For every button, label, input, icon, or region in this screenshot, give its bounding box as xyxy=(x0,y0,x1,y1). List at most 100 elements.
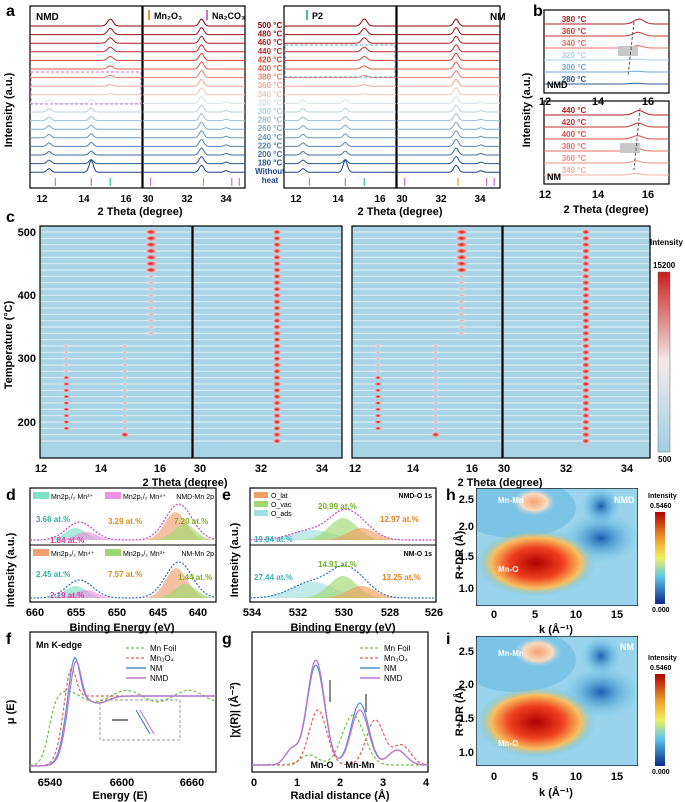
c-spot-nm-high-350 xyxy=(580,323,591,331)
c-spot-nmd-high-180 xyxy=(271,431,282,439)
e-legend-ovac-swatch xyxy=(254,501,268,507)
c-spot-nmd-high-430 xyxy=(271,272,282,280)
d-top-val-4: 1.84 at.% xyxy=(50,536,84,545)
b-tick-top-16: 16 xyxy=(642,96,654,108)
panel-letter-h: h xyxy=(446,487,456,504)
a-temp-label-14: 220 °C xyxy=(258,141,283,150)
c-spot-nmd-high-300 xyxy=(271,355,282,363)
a-tick-14: 14 xyxy=(78,194,90,205)
a-tick-16b: 16 xyxy=(374,194,386,205)
panel-b-bottom-frame xyxy=(543,100,670,185)
c-spot-nm-high-210 xyxy=(580,412,591,420)
a-curve-nm-low-10 xyxy=(284,107,396,113)
d-tick-655: 655 xyxy=(67,607,85,619)
c-spot-nm-low-350 xyxy=(455,324,468,330)
c-spotB-nm-low-220 xyxy=(431,406,440,412)
e-top-lat xyxy=(250,528,436,540)
g-legend-nm: NM xyxy=(384,664,397,673)
c-spot-nmd-low-440 xyxy=(144,266,159,274)
a-curve-nm-high-9 xyxy=(397,95,500,104)
panel-c-xlabel-right: 2 Theta (degree) xyxy=(458,477,543,489)
c-spotA-nmd-low-310 xyxy=(62,349,71,355)
f-inset-line-nm xyxy=(135,709,151,735)
c-spot-nm-high-490 xyxy=(580,234,591,242)
b-temp-top-4: 300 °C xyxy=(562,63,587,72)
c-spot-nmd-high-190 xyxy=(271,424,282,432)
a-temp-label-8: 340 °C xyxy=(258,90,283,99)
a-curve-nm-low-1 xyxy=(284,27,396,36)
c-spot-nmd-high-410 xyxy=(271,285,282,293)
a-frame-nmd-high xyxy=(142,5,246,189)
e-tick-528: 528 xyxy=(381,607,399,619)
a-temp-label-0: 500 °C xyxy=(258,21,283,30)
d-legend-top-2: Mn2p₁/₂ Mn⁴⁺ xyxy=(123,494,166,501)
nmd-highlight-box xyxy=(30,71,142,105)
d-top-envelope xyxy=(30,503,217,541)
e-bot-vac xyxy=(250,576,436,598)
d-legend-bottom-1: Mn2p₃/₂ Mn⁴⁺ xyxy=(51,551,95,558)
c-spot-nmd-high-330 xyxy=(271,336,282,344)
panel-a-xlabel-left: 2 Theta (degree) xyxy=(98,206,183,218)
c-spotA-nm-low-220 xyxy=(373,406,382,412)
c-frame-nm-high xyxy=(502,225,651,459)
a-curve-nm-low-3 xyxy=(284,46,396,53)
c-spot-nmd-high-260 xyxy=(271,380,282,388)
i-ytick-15: 1.5 xyxy=(459,713,474,725)
panel-g-xlabel: Radial distance (Å) xyxy=(290,789,389,802)
d-top-val-1: 3.66 at.% xyxy=(36,515,70,524)
c-spot-nm-high-340 xyxy=(580,329,591,337)
b-curve-top-3 xyxy=(544,58,669,61)
c-spotB-nmd-low-310 xyxy=(120,349,129,355)
h-xtick-10: 10 xyxy=(570,609,582,621)
b-temp-bot-0: 440 °C xyxy=(562,106,587,115)
e-top-envelope xyxy=(250,508,436,541)
c-spotB-nm-low-290 xyxy=(431,362,440,368)
c-spot-nm-high-420 xyxy=(580,279,591,287)
b-tick-bot-14: 14 xyxy=(592,189,605,201)
c-spot-nmd-low-480 xyxy=(144,241,159,249)
c-spot-nmd-low-340 xyxy=(145,330,158,336)
c-spotA-nmd-low-300 xyxy=(62,356,71,362)
c-spot-nm-low-480 xyxy=(454,241,469,249)
a-temp-label-9: 320 °C xyxy=(258,98,283,107)
d-bottom-val-3: 1.44 at.% xyxy=(178,573,212,582)
e-tick-534: 534 xyxy=(243,607,262,619)
c-spot-nm-high-450 xyxy=(580,260,591,268)
b-temp-top-3: 320 °C xyxy=(562,51,587,60)
i-ytick-20: 2.0 xyxy=(459,679,474,691)
c-spot-nmd-high-390 xyxy=(271,298,282,306)
a-curve-nmd-high-12 xyxy=(143,121,245,130)
c-spot-nm-low-340 xyxy=(455,330,468,336)
c-spot-nmd-low-410 xyxy=(145,286,158,292)
g-curve-mnfoil xyxy=(252,714,428,766)
c-spot-nmd-high-240 xyxy=(271,393,282,401)
c-spot-nm-high-480 xyxy=(580,241,591,249)
b-temp-top-0: 380 °C xyxy=(562,15,587,24)
a-curve-nm-low-14 xyxy=(284,141,396,147)
a-curve-nm-low-6 xyxy=(284,74,396,79)
c-spotA-nm-low-240 xyxy=(373,394,382,400)
a-curve-nmd-high-5 xyxy=(143,61,245,70)
a-tick-12: 12 xyxy=(36,194,48,205)
d-legend-bottom-1-swatch xyxy=(33,549,49,556)
c-spot-nmd-low-500 xyxy=(144,228,159,236)
h-annot-mnmn: Mn-Mn xyxy=(498,496,524,505)
a-curve-nmd-high-1 xyxy=(143,27,245,36)
c-spot-nmd-low-380 xyxy=(145,305,158,311)
c-spot-nm-low-390 xyxy=(455,299,468,305)
c-spotB-nm-low-200 xyxy=(431,419,440,425)
c-spot-nmd-high-310 xyxy=(271,348,282,356)
b-bottom-shift-line xyxy=(633,107,641,171)
a-curve-nmd-high-11 xyxy=(143,113,245,122)
b-curve-bot-2 xyxy=(544,135,669,140)
c-spotA-nm-low-210 xyxy=(373,413,382,419)
c-spot-nm-high-460 xyxy=(580,253,591,261)
c-spot-nmd-high-340 xyxy=(271,329,282,337)
legend-p2-swatch xyxy=(306,10,308,20)
i-xtick-0: 0 xyxy=(491,771,497,783)
h-mno-spot xyxy=(476,529,596,597)
h-xtick-0: 0 xyxy=(491,609,497,621)
c-spotA-nm-low-190 xyxy=(373,425,382,431)
a-curve-nmd-high-7 xyxy=(143,78,245,87)
c-spot-nm-low-470 xyxy=(454,247,469,255)
